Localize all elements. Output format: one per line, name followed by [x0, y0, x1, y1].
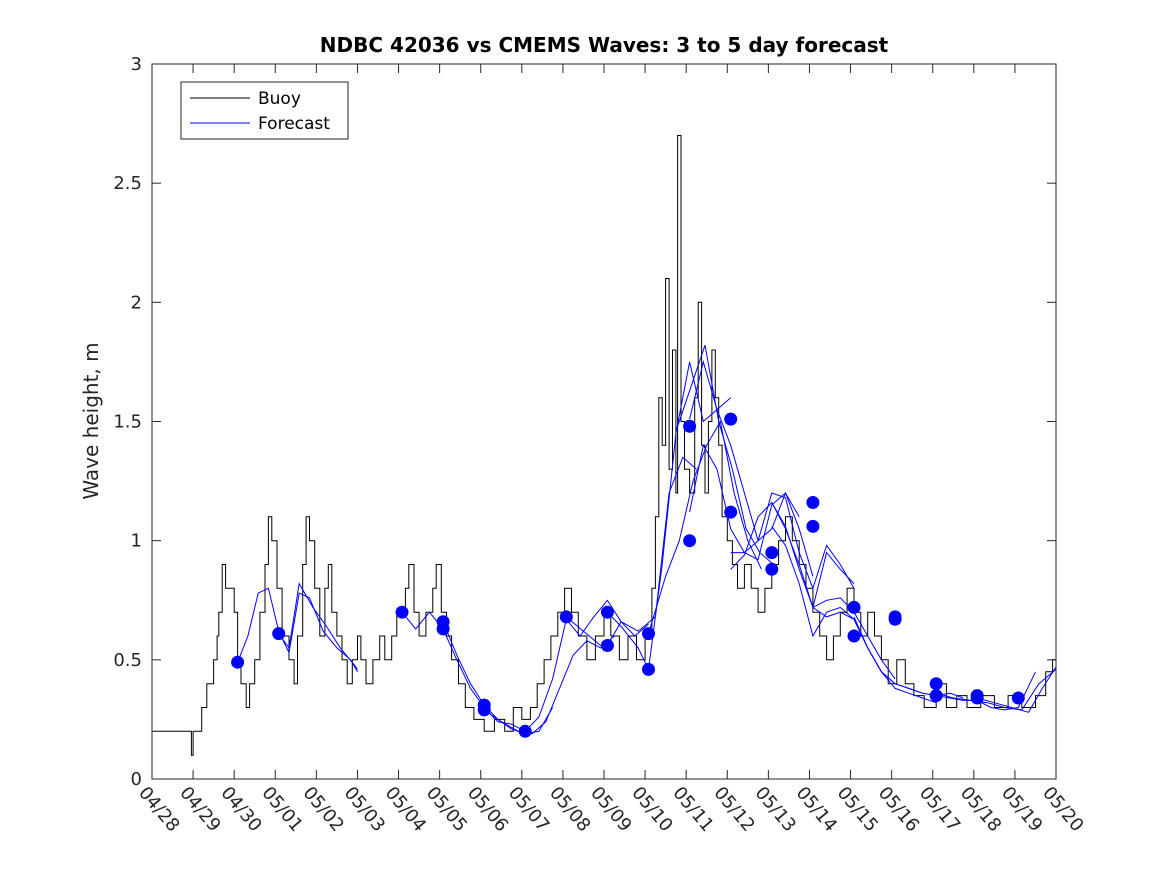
- forecast-start-marker-20: [806, 496, 820, 509]
- y-axis-label: Wave height, m: [79, 342, 103, 499]
- forecast-start-marker-25: [888, 612, 902, 626]
- forecast-start-marker-15: [683, 534, 697, 548]
- forecast-run-line-1: [237, 587, 358, 673]
- plot-area: [152, 135, 1057, 756]
- forecast-run-line-9: [648, 420, 762, 634]
- forecast-start-marker-10: [600, 605, 614, 619]
- y-tick-label: 2.5: [113, 173, 142, 194]
- y-tick-label: 2: [131, 292, 142, 313]
- forecast-start-marker-5: [436, 622, 450, 636]
- forecast-start-marker-9: [559, 610, 573, 624]
- forecast-run-line-8: [607, 361, 732, 672]
- forecast-start-marker-27: [929, 689, 943, 703]
- y-tick-label: 0.5: [113, 650, 142, 671]
- forecast-run-line-13: [730, 492, 855, 590]
- legend-forecast-label: Forecast: [258, 114, 330, 134]
- forecast-run-line-12: [689, 443, 814, 577]
- forecast-run-line-20: [936, 669, 1057, 711]
- forecast-run-line-15: [771, 502, 896, 680]
- forecast-run-line-19: [894, 671, 1036, 711]
- forecast-start-marker-8: [518, 724, 532, 738]
- forecast-start-marker-2: [272, 627, 286, 641]
- forecast-start-marker-26: [929, 677, 943, 691]
- forecast-run-line-21: [977, 666, 1057, 713]
- forecast-start-marker-30: [1011, 691, 1025, 705]
- legend: Buoy Forecast: [180, 81, 349, 140]
- forecast-start-marker-14: [683, 419, 697, 433]
- forecast-run-line-5: [483, 635, 615, 735]
- forecast-run-line-11: [689, 359, 800, 542]
- forecast-start-marker-18: [765, 546, 779, 560]
- y-tick-label: 3: [131, 54, 142, 75]
- forecast-run-line-10: [677, 345, 774, 565]
- forecast-start-marker-13: [642, 662, 655, 676]
- forecast-start-marker-3: [395, 605, 409, 619]
- forecast-start-marker-17: [724, 505, 738, 519]
- chart-title: NDBC 42036 vs CMEMS Waves: 3 to 5 day fo…: [320, 33, 889, 57]
- forecast-start-marker-21: [806, 519, 820, 533]
- legend-box: [180, 81, 349, 140]
- y-tick-label: 1: [131, 531, 142, 552]
- forecast-start-marker-16: [724, 412, 738, 426]
- forecast-start-marker-22: [847, 600, 861, 614]
- forecast-start-marker-19: [765, 562, 779, 576]
- y-tick-label: 0: [131, 769, 142, 790]
- forecast-run-line-7: [565, 456, 697, 646]
- legend-buoy-label: Buoy: [258, 89, 301, 109]
- forecast-start-marker-11: [600, 639, 614, 652]
- forecast-start-marker-1: [231, 655, 245, 669]
- forecast-start-marker-29: [970, 691, 984, 705]
- y-tick-label: 1.5: [113, 412, 142, 433]
- forecast-start-marker-23: [847, 629, 861, 643]
- forecast-start-marker-12: [642, 627, 655, 641]
- buoy-series-line: [152, 135, 1056, 756]
- forecast-run-line-2: [278, 582, 358, 670]
- forecast-run-line-6: [524, 599, 649, 732]
- forecast-start-marker-7: [477, 703, 491, 717]
- forecast-run-line-3: [401, 611, 526, 732]
